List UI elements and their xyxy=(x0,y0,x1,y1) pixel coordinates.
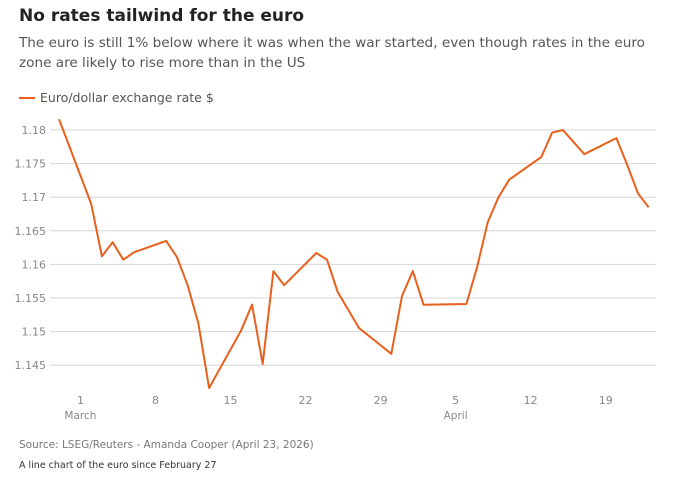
series-line xyxy=(58,118,650,389)
x-tick-label: 15 xyxy=(224,394,238,407)
x-tick-month-label: March xyxy=(64,410,96,422)
alt-description: A line chart of the euro since February … xyxy=(19,460,217,471)
y-tick-label: 1.155 xyxy=(15,292,47,305)
source-note: Source: LSEG/Reuters - Amanda Cooper (Ap… xyxy=(19,439,314,451)
x-tick-label: 5 xyxy=(452,394,459,407)
legend-swatch xyxy=(19,96,35,99)
x-tick-label: 29 xyxy=(374,394,388,407)
x-tick-month-label: April xyxy=(444,410,468,422)
y-tick-label: 1.175 xyxy=(15,158,47,171)
x-tick-label: 12 xyxy=(524,394,538,407)
y-tick-label: 1.16 xyxy=(22,258,47,271)
y-tick-label: 1.18 xyxy=(22,124,47,137)
y-tick-label: 1.15 xyxy=(22,326,47,339)
legend-label: Euro/dollar exchange rate $ xyxy=(40,90,214,105)
x-tick-label: 1 xyxy=(77,394,84,407)
chart-title: No rates tailwind for the euro xyxy=(19,6,305,26)
x-tick-label: 19 xyxy=(599,394,613,407)
chart-subtitle: The euro is still 1% below where it was … xyxy=(19,35,645,71)
y-tick-label: 1.165 xyxy=(15,225,47,238)
x-tick-label: 22 xyxy=(299,394,313,407)
y-tick-label: 1.17 xyxy=(22,191,47,204)
legend: Euro/dollar exchange rate $ xyxy=(19,90,214,105)
x-tick-label: 8 xyxy=(152,394,159,407)
line-chart: 1.145 1.15 1.155 1.16 1.165 1.17 1.175 1.18 1 Mar… xyxy=(15,118,656,422)
y-tick-label: 1.145 xyxy=(15,359,47,372)
